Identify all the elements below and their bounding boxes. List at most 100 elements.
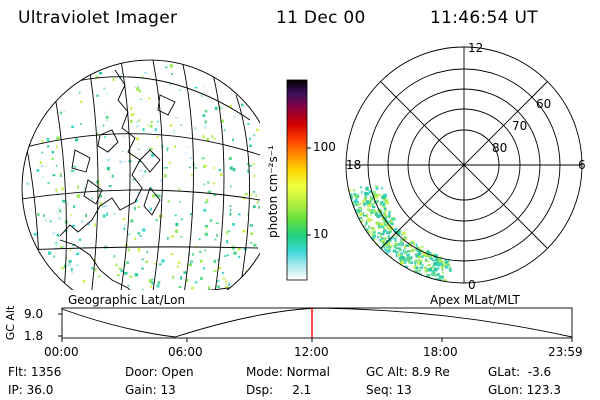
emission-dot — [169, 82, 172, 86]
emission-dot — [106, 158, 110, 162]
polar-emission-dot — [411, 241, 414, 244]
polar-emission-dot — [361, 219, 364, 222]
info-dsp-value: 2.1 — [292, 383, 312, 397]
polar-emission-dot — [416, 274, 419, 277]
emission-dot — [137, 119, 141, 122]
emission-dot — [57, 208, 60, 210]
emission-dot — [116, 274, 120, 277]
polar-emission-dot — [396, 243, 399, 246]
emission-dot — [207, 190, 212, 194]
emission-dot — [83, 244, 85, 248]
polar-emission-dot — [435, 257, 439, 262]
polar-emission-dot — [383, 206, 386, 208]
polar-emission-dot — [399, 252, 403, 256]
emission-dot — [218, 168, 221, 172]
emission-dot — [141, 288, 144, 290]
polar-emission-dot — [404, 245, 406, 249]
polar-emission-dot — [381, 237, 384, 240]
info-mode: Mode: Normal — [246, 365, 330, 379]
emission-dot — [118, 267, 122, 270]
emission-dot — [43, 214, 45, 217]
polar-emission-dot — [408, 272, 412, 276]
polar-emission-dot — [406, 250, 411, 253]
emission-dot — [216, 234, 218, 237]
emission-dot — [85, 213, 87, 218]
polar-emission-dot — [431, 270, 435, 273]
emission-dot — [72, 165, 77, 168]
emission-dot — [201, 157, 205, 160]
emission-dot — [248, 164, 252, 167]
emission-dot — [136, 125, 139, 128]
polar-emission-dot — [385, 260, 388, 262]
emission-dot — [139, 169, 143, 172]
emission-dot — [75, 250, 78, 254]
polar-emission-dot — [369, 218, 374, 221]
polar-emission-dot — [440, 264, 444, 268]
emission-dot — [204, 110, 208, 113]
polar-emission-dot — [392, 262, 395, 265]
emission-dot — [150, 186, 153, 190]
polar-emission-dot — [383, 212, 385, 215]
polar-emission-dot — [360, 221, 363, 224]
polar-emission-dot — [396, 231, 400, 234]
emission-dot — [185, 145, 189, 149]
polar-emission-dot — [367, 245, 371, 249]
emission-dot — [173, 89, 175, 92]
emission-dot — [69, 248, 72, 251]
emission-dot — [113, 254, 116, 258]
emission-dot — [220, 107, 224, 109]
emission-dot — [233, 251, 237, 255]
polar-emission-dot — [421, 255, 424, 259]
polar-emission-dot — [416, 250, 419, 253]
emission-dot — [44, 219, 48, 222]
info-mode-label: Mode: — [246, 365, 283, 379]
emission-dot — [41, 139, 44, 143]
emission-dot — [219, 173, 223, 177]
polar-emission-dot — [424, 258, 428, 262]
emission-dot — [56, 136, 60, 139]
emission-dot — [204, 201, 208, 204]
polar-emission-dot — [376, 199, 379, 204]
emission-dot — [135, 121, 139, 124]
polar-emission-dot — [448, 267, 452, 270]
polar-emission-dot — [446, 264, 450, 267]
polar-emission-dot — [372, 248, 376, 252]
time-label: 11:46:54 UT — [430, 8, 538, 28]
polar-emission-dot — [365, 221, 368, 225]
emission-dot — [189, 213, 192, 215]
emission-dot — [253, 243, 257, 247]
emission-dot — [202, 135, 205, 139]
emission-dot — [214, 106, 218, 111]
polar-emission-dot — [417, 261, 421, 265]
emission-dot — [61, 245, 65, 249]
emission-dot — [168, 161, 171, 165]
emission-dot — [206, 138, 210, 141]
polar-emission-dot — [418, 251, 422, 255]
polar-emission-dot — [400, 260, 404, 265]
emission-dot — [141, 258, 144, 261]
polar-emission-dot — [364, 196, 368, 199]
info-flt-value: 1356 — [30, 365, 62, 379]
emission-dot — [209, 219, 213, 222]
emission-dot — [59, 246, 63, 249]
emission-dot — [64, 229, 68, 233]
emission-dot — [178, 260, 181, 265]
emission-dot — [72, 224, 76, 227]
polar-emission-dot — [432, 282, 436, 283]
polar-emission-dot — [370, 213, 372, 216]
timeline-axis-label: GC Alt — [4, 305, 17, 340]
emission-dot — [134, 86, 137, 89]
info-glat: GLat: -3.6 — [488, 365, 551, 379]
polar-emission-dot — [367, 204, 371, 208]
polar-emission-dot — [379, 222, 384, 226]
info-door-value: Open — [161, 365, 194, 379]
polar-emission-dot — [420, 276, 423, 281]
polar-emission-dot — [373, 195, 378, 199]
emission-dot — [149, 148, 151, 151]
aurora-emission-dots — [25, 64, 260, 290]
emission-dot — [225, 280, 227, 284]
emission-dot — [136, 192, 140, 194]
emission-dot — [62, 199, 66, 203]
polar-emission-dot — [377, 225, 381, 228]
emission-dot — [65, 257, 68, 260]
